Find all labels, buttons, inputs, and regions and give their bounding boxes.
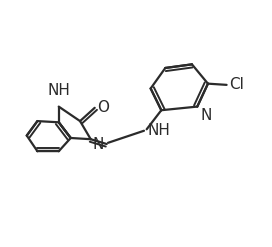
Text: N: N [200,108,212,123]
Text: Cl: Cl [229,77,244,92]
Text: NH: NH [47,83,70,98]
Text: O: O [97,100,109,115]
Text: N: N [92,137,103,151]
Text: NH: NH [147,123,170,138]
